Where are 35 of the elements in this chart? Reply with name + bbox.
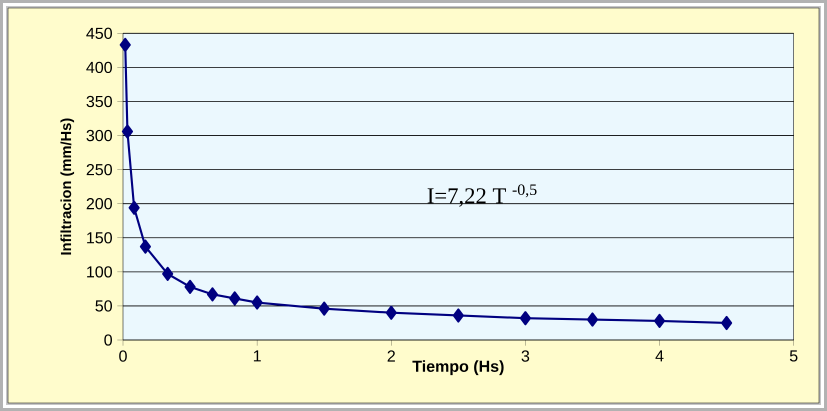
y-tick-label: 300 — [86, 130, 112, 142]
y-tick-label: 50 — [95, 300, 112, 312]
x-tick-label: 2 — [388, 350, 395, 362]
point — [184, 280, 196, 294]
x-tick-label: 4 — [655, 350, 664, 362]
point — [721, 316, 732, 330]
y-tick-label: 200 — [86, 198, 112, 210]
y-tick-label: 100 — [87, 266, 112, 278]
point — [120, 38, 131, 52]
y-tick-label: 350 — [86, 96, 112, 108]
point — [162, 266, 174, 281]
x-axis-title: Tiempo (Hs) — [412, 360, 504, 376]
y-axis-title: Infiltracion (mm/Hs) — [60, 118, 74, 255]
point — [229, 291, 240, 306]
x-tick-label: 3 — [522, 350, 530, 362]
point — [206, 287, 218, 302]
point — [318, 302, 330, 316]
point — [252, 295, 263, 310]
x-tick-label: 1 — [254, 350, 261, 362]
y-tick-label: 400 — [86, 62, 112, 74]
point — [140, 240, 151, 254]
point — [386, 306, 397, 320]
y-tick-label: 450 — [86, 28, 112, 39]
point — [122, 124, 133, 139]
point — [452, 308, 464, 323]
y-tick-label: 0 — [104, 334, 112, 346]
point — [654, 314, 666, 328]
y-tick-label: 150 — [87, 232, 112, 244]
point — [128, 200, 140, 215]
annotation: I=7,22 T $^{-0,5}$ — [428, 184, 537, 207]
x-tick-label: 5 — [790, 350, 798, 362]
point — [586, 312, 598, 327]
point — [520, 311, 531, 326]
x-tick-label: 0 — [119, 350, 127, 362]
y-tick-label: 250 — [86, 164, 112, 176]
